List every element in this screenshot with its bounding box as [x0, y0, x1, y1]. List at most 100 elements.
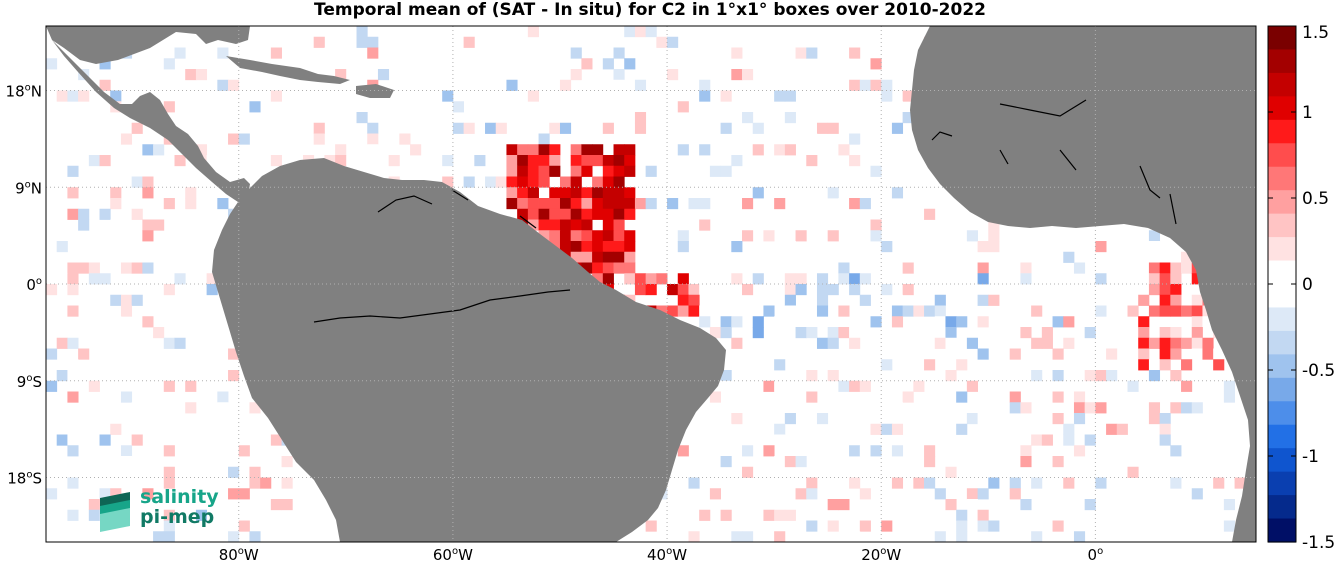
- anomaly-cell: [720, 327, 732, 339]
- anomaly-cell: [731, 69, 743, 81]
- anomaly-cell: [1063, 423, 1075, 435]
- anomaly-cell: [859, 198, 871, 210]
- anomaly-cell: [763, 380, 775, 392]
- anomaly-cell: [581, 251, 593, 263]
- anomaly-cell: [527, 176, 539, 188]
- anomaly-cell: [1073, 445, 1086, 457]
- anomaly-cell: [399, 133, 411, 145]
- anomaly-cell: [1170, 294, 1182, 306]
- anomaly-cell: [559, 198, 572, 210]
- anomaly-cell: [602, 165, 614, 177]
- anomaly-cell: [816, 294, 829, 306]
- anomaly-cell: [956, 391, 968, 403]
- anomaly-cell: [1031, 284, 1043, 296]
- land-south-america: [212, 158, 726, 542]
- logo-line1: salinity: [140, 486, 219, 508]
- anomaly-cell: [902, 262, 914, 274]
- colorbar-label: 1: [1302, 103, 1313, 123]
- anomaly-cell: [1181, 262, 1193, 274]
- anomaly-cell: [592, 198, 604, 210]
- colorbar-step: [1268, 401, 1296, 426]
- anomaly-cell: [827, 187, 839, 199]
- anomaly-cell: [624, 262, 636, 274]
- anomaly-cell: [217, 391, 229, 403]
- anomaly-cell: [570, 219, 582, 231]
- anomaly-cell: [849, 327, 861, 339]
- anomaly-cell: [1052, 520, 1064, 532]
- anomaly-cell: [827, 230, 839, 242]
- anomaly-cell: [602, 251, 614, 263]
- colorbar-step: [1268, 471, 1296, 496]
- anomaly-cell: [67, 391, 79, 403]
- anomaly-cell: [924, 477, 936, 489]
- anomaly-cell: [742, 466, 754, 478]
- anomaly-cell: [270, 499, 282, 511]
- anomaly-cell: [806, 47, 818, 59]
- anomaly-cell: [538, 208, 550, 220]
- anomaly-cell: [613, 208, 625, 220]
- anomaly-cell: [110, 198, 122, 210]
- anomaly-cell: [420, 112, 432, 124]
- anomaly-cell: [870, 79, 882, 91]
- anomaly-cell: [688, 198, 700, 210]
- anomaly-cell: [902, 241, 914, 253]
- anomaly-cell: [131, 262, 143, 274]
- anomaly-cell: [849, 133, 861, 145]
- anomaly-cell: [120, 391, 133, 403]
- anomaly-cell: [120, 133, 133, 145]
- anomaly-cell: [131, 122, 143, 134]
- anomaly-cell: [870, 230, 882, 242]
- anomaly-cell: [1052, 348, 1064, 360]
- anomaly-cell: [838, 58, 850, 70]
- anomaly-cell: [1020, 273, 1032, 285]
- anomaly-cell: [1052, 456, 1064, 468]
- anomaly-cell: [559, 208, 572, 220]
- anomaly-cell: [838, 380, 850, 392]
- anomaly-cell: [67, 477, 79, 489]
- anomaly-cell: [709, 488, 722, 500]
- anomaly-cell: [1084, 370, 1096, 382]
- anomaly-cell: [645, 198, 657, 210]
- anomaly-cell: [677, 230, 689, 242]
- latitude-labels: 18oN 9oN 0o 9oS 18oS: [6, 83, 42, 488]
- anomaly-cell: [742, 198, 754, 210]
- anomaly-cell: [474, 155, 486, 167]
- anomaly-cell: [924, 208, 936, 220]
- anomaly-cell: [688, 434, 700, 446]
- anomaly-cell: [99, 434, 111, 446]
- anomaly-cell: [142, 423, 154, 435]
- anomaly-cell: [881, 241, 893, 253]
- anomaly-cell: [1223, 380, 1235, 392]
- anomaly-cell: [506, 165, 518, 177]
- colorbar-step: [1268, 307, 1296, 332]
- anomaly-cell: [1159, 273, 1171, 285]
- anomaly-cell: [495, 122, 507, 134]
- anomaly-cell: [538, 230, 550, 242]
- anomaly-cell: [1138, 337, 1150, 349]
- anomaly-cell: [977, 509, 989, 521]
- anomaly-cell: [78, 219, 90, 231]
- anomaly-cell: [624, 230, 636, 242]
- anomaly-cell: [163, 520, 175, 532]
- anomaly-cell: [120, 262, 133, 274]
- anomaly-cell: [795, 456, 807, 468]
- anomaly-cell: [720, 273, 732, 285]
- anomaly-cell: [1084, 499, 1096, 511]
- anomaly-cell: [1106, 370, 1118, 382]
- anomaly-cell: [977, 348, 989, 360]
- anomaly-cell: [870, 423, 882, 435]
- anomaly-cell: [977, 294, 989, 306]
- anomaly-cell: [859, 79, 871, 91]
- anomaly-cell: [110, 423, 122, 435]
- anomaly-cell: [88, 155, 100, 167]
- anomaly-cell: [891, 187, 904, 199]
- anomaly-cell: [527, 26, 539, 38]
- anomaly-cell: [602, 176, 614, 188]
- anomaly-cell: [581, 241, 593, 253]
- anomaly-cell: [1170, 445, 1182, 457]
- anomaly-cell: [163, 466, 175, 478]
- anomaly-cell: [538, 155, 550, 167]
- anomaly-cell: [1170, 402, 1182, 414]
- anomaly-cell: [731, 198, 743, 210]
- anomaly-cell: [634, 273, 647, 285]
